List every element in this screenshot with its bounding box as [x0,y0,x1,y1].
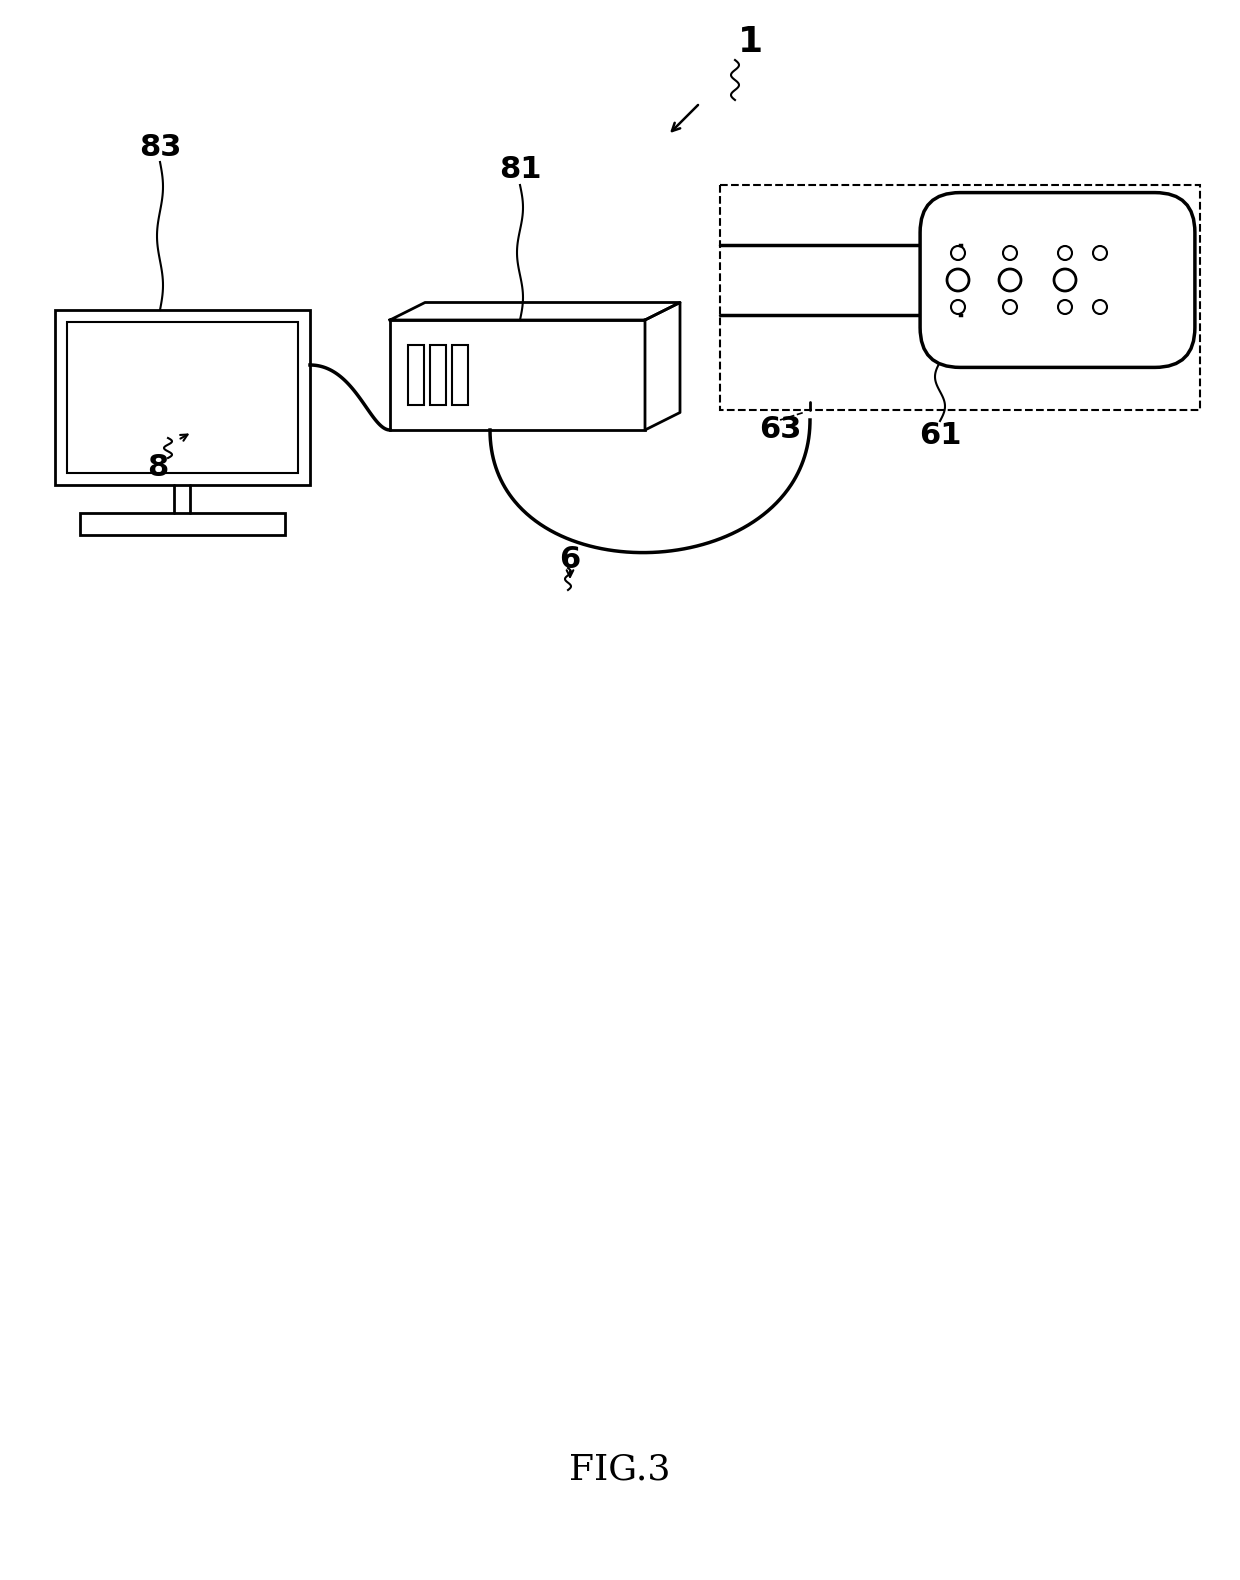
Polygon shape [959,243,999,318]
Bar [67,322,298,472]
Text: 83: 83 [139,133,181,163]
Text: 81: 81 [498,155,541,185]
Bar [391,321,645,430]
Text: 6: 6 [559,545,580,575]
Text: 1: 1 [738,25,763,58]
Bar [430,344,446,404]
Text: 63: 63 [759,416,801,444]
Bar [453,344,467,404]
FancyBboxPatch shape [920,193,1195,368]
Text: 8: 8 [148,453,169,482]
Bar [408,344,424,404]
Bar [81,514,285,536]
Polygon shape [645,302,680,430]
Bar [55,310,310,485]
Text: FIG.3: FIG.3 [569,1454,671,1487]
Bar [720,185,1200,409]
Text: 61: 61 [919,420,961,449]
Polygon shape [391,302,680,321]
